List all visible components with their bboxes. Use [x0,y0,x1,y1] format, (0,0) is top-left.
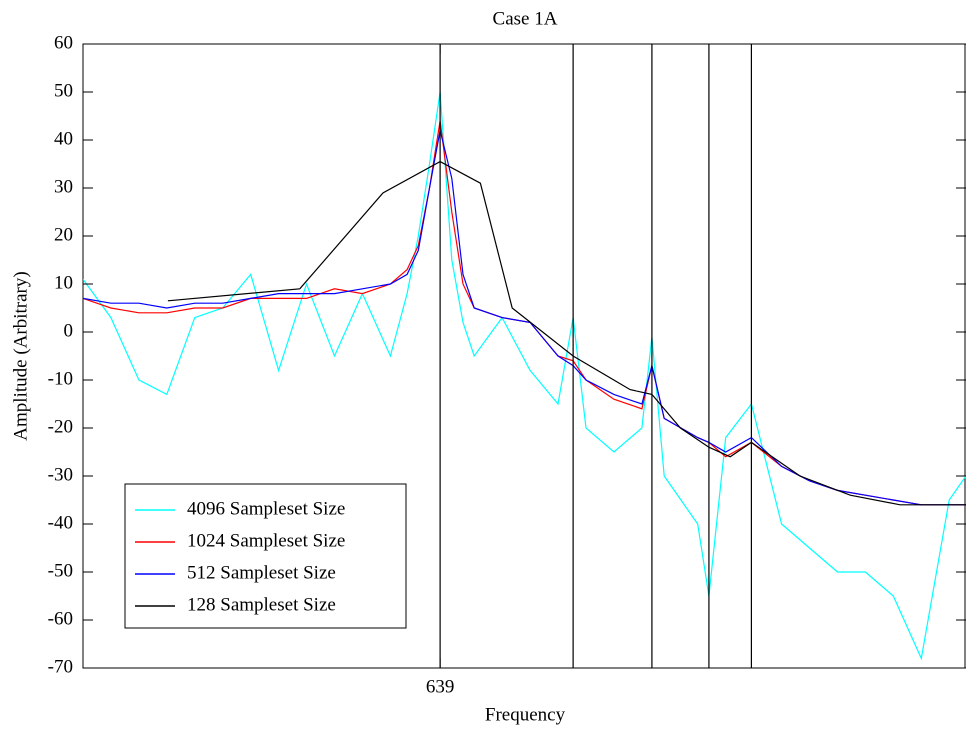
x-axis-label: Frequency [485,704,566,725]
y-tick-label: -30 [48,464,73,485]
y-axis-label: Amplitude (Arbitrary) [10,271,31,440]
legend-label: 128 Sampleset Size [187,594,336,615]
legend-label: 512 Sampleset Size [187,562,336,583]
plot-frame [82,43,966,669]
y-tick-label: 40 [54,128,73,149]
y-tick-label: -20 [48,416,73,437]
y-tick-label: -40 [48,512,73,533]
y-tick-label: 20 [54,224,73,245]
series-line [83,91,966,661]
series-line [167,160,966,506]
y-tick-label: 60 [54,32,73,53]
y-tick-label: 0 [64,320,74,341]
y-tick-label: 50 [54,80,73,101]
x-tick-label: 639 [426,676,455,697]
legend-label: 1024 Sampleset Size [187,530,345,551]
series-line [83,120,966,506]
legend-label: 4096 Sampleset Size [187,498,345,519]
plot-area [83,91,966,661]
y-tick-label: -70 [48,656,73,677]
y-tick-label: -60 [48,608,73,629]
legend-box [124,483,407,629]
y-tick-label: 10 [54,272,73,293]
chart-title: Case 1A [493,8,558,29]
y-tick-label: 30 [54,176,73,197]
y-tick-label: -10 [48,368,73,389]
y-tick-label: -50 [48,560,73,581]
